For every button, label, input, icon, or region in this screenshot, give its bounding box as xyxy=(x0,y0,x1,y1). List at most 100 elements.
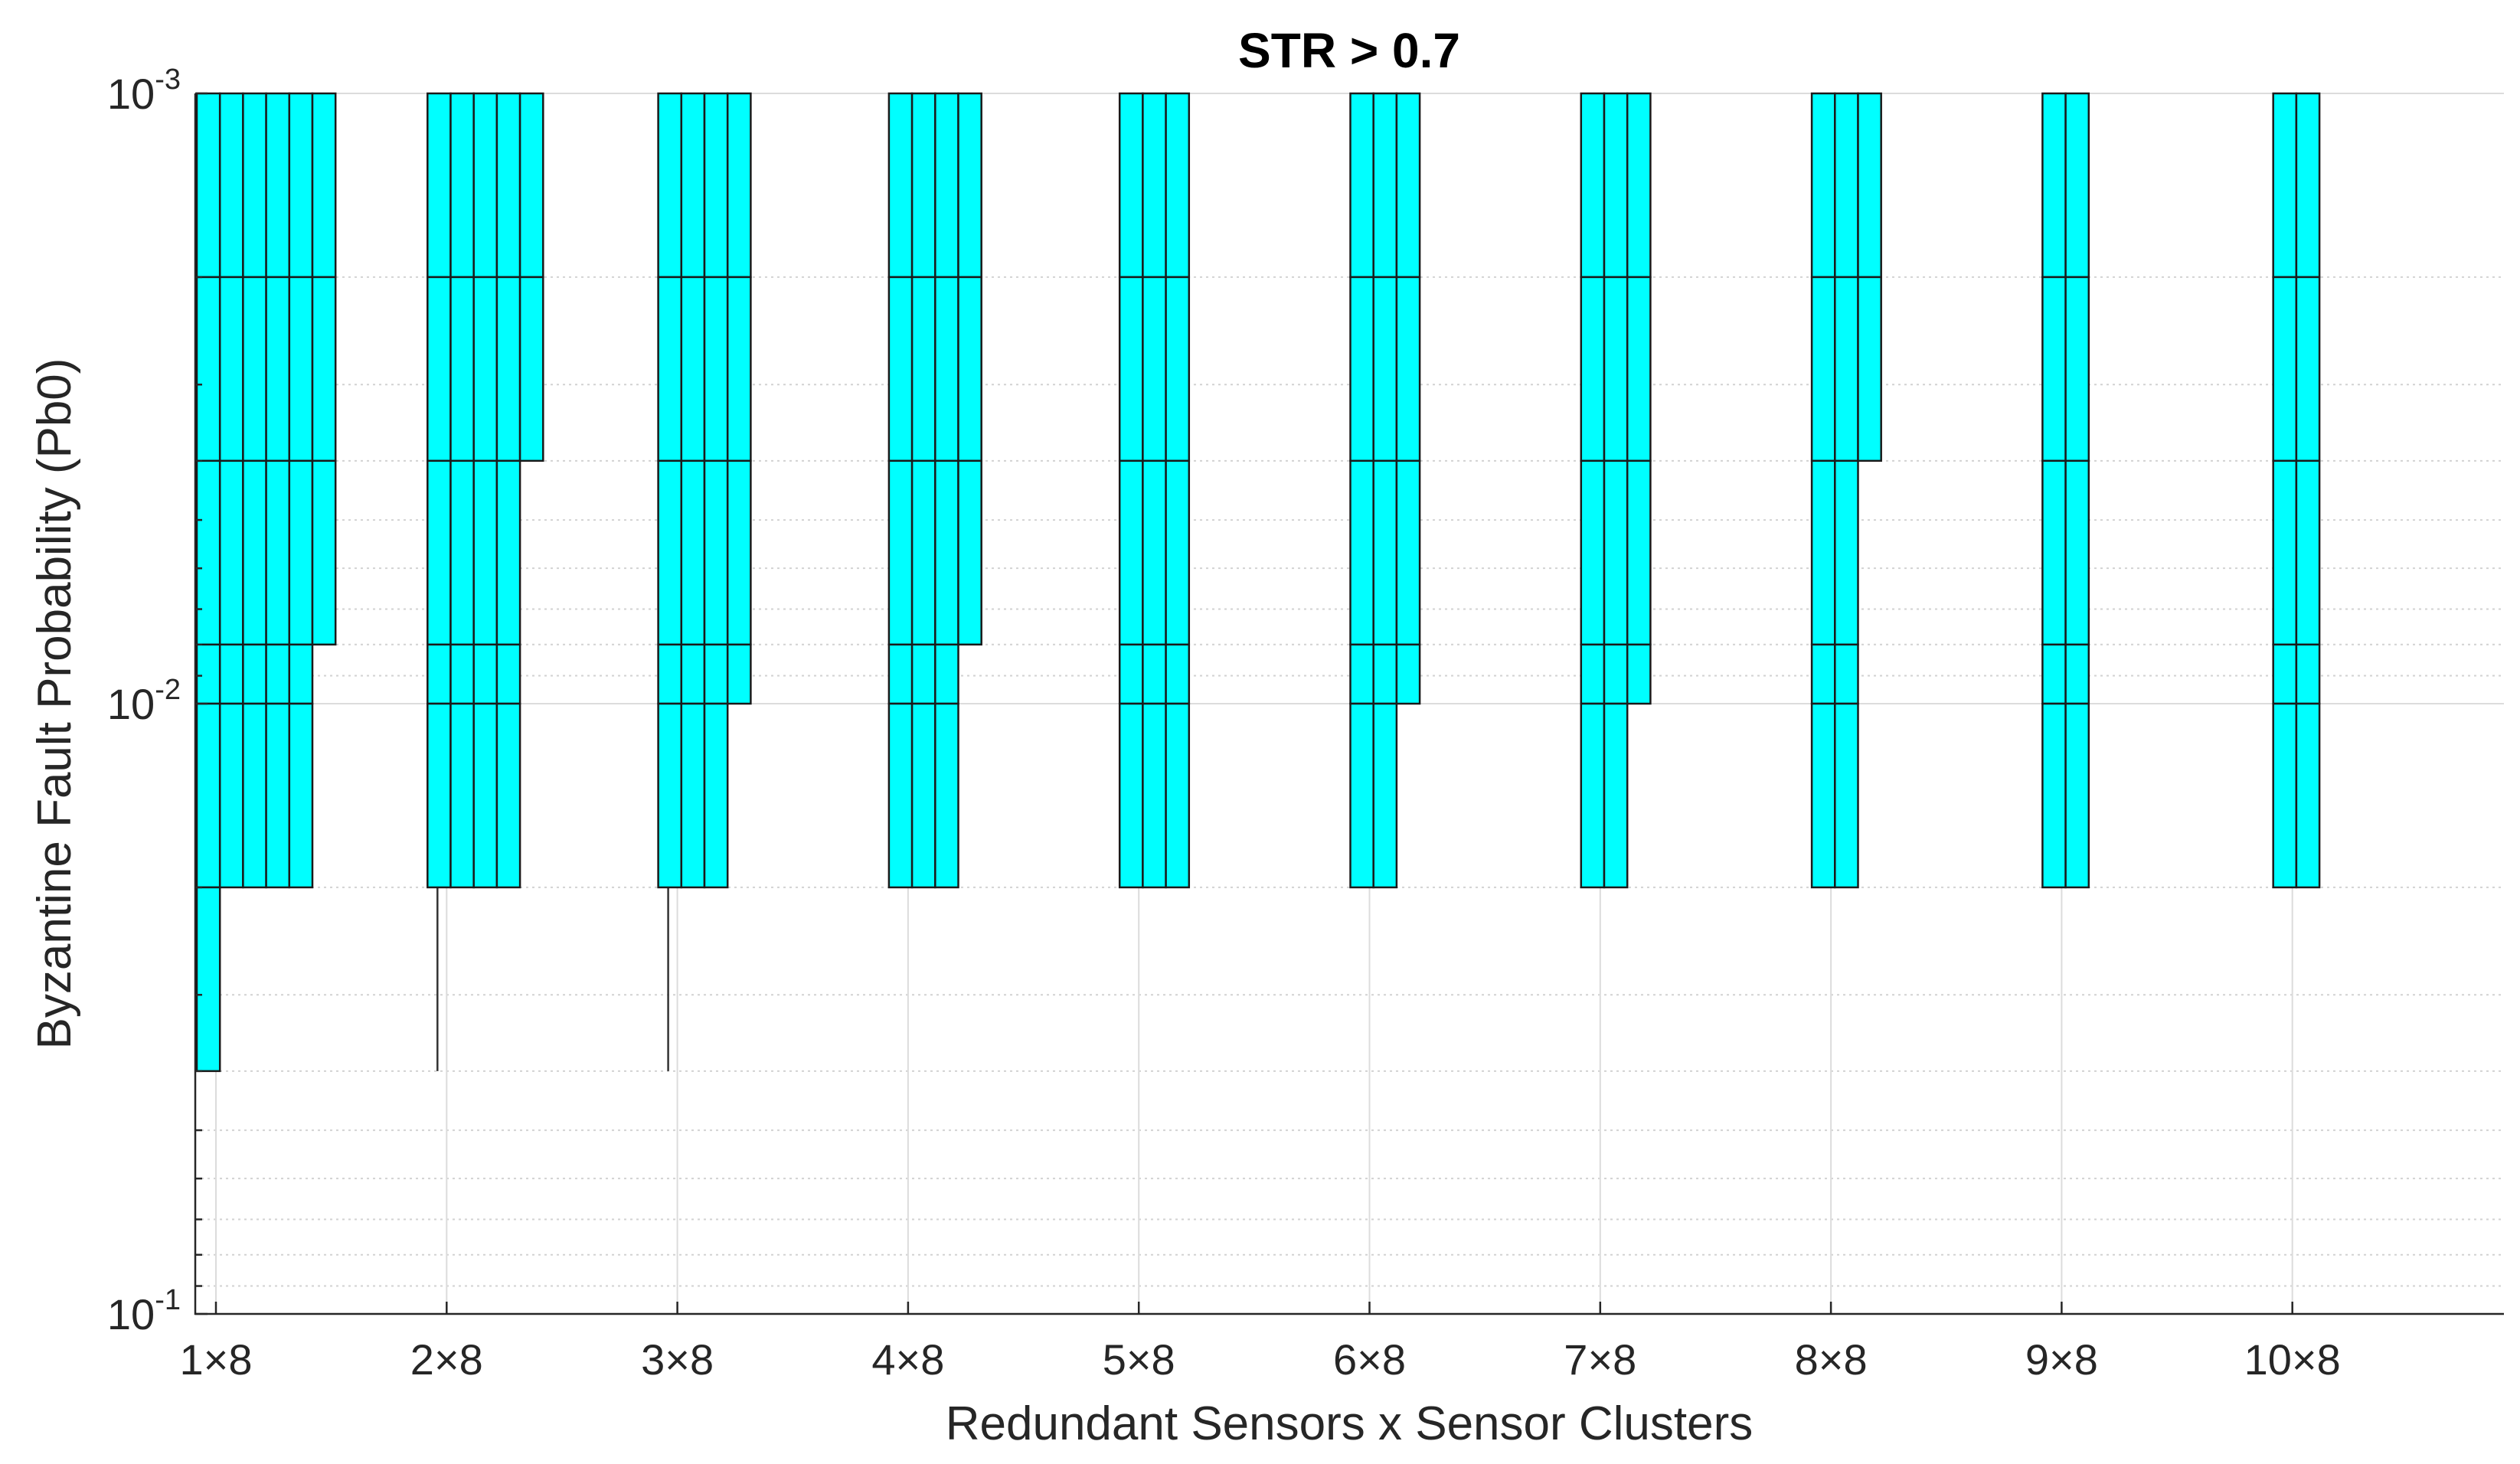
bar-cell xyxy=(1395,643,1421,705)
bar-cell xyxy=(657,276,683,462)
x-tick-label: 10×8 xyxy=(2244,1335,2341,1384)
bar-cell xyxy=(195,643,221,705)
bar-cell xyxy=(495,92,521,279)
ticks: 1×8 2×8 3×8 4×8 5×8 6×8 7×8 8×8 9×8 10×810-310-21… xyxy=(107,64,2341,1384)
bar-cell xyxy=(657,459,683,646)
bar-cell xyxy=(2064,702,2090,889)
bar-cell xyxy=(242,643,267,705)
bar-cell xyxy=(218,459,244,646)
bar-cell xyxy=(1165,276,1191,462)
bar-cell xyxy=(1349,459,1374,646)
chart-title: STR > 0.7 xyxy=(1238,23,1460,78)
bar-cell xyxy=(703,276,729,462)
bar-cell xyxy=(1857,92,1882,279)
bar-cell xyxy=(265,459,291,646)
bar-cell xyxy=(680,92,706,279)
bar-cell xyxy=(1372,702,1398,889)
bar-cell xyxy=(2272,276,2298,462)
bar-cell xyxy=(2272,92,2298,279)
bar-cell xyxy=(1165,643,1191,705)
bar-cell xyxy=(1603,702,1629,889)
bar-cell xyxy=(1165,459,1191,646)
bar-cell xyxy=(288,702,314,889)
x-axis-label: Redundant Sensors x Sensor Clusters xyxy=(946,1397,1754,1450)
bar-cell xyxy=(1372,92,1398,279)
bar-cell xyxy=(934,702,959,889)
bar-cell xyxy=(1580,643,1606,705)
x-tick-label: 3×8 xyxy=(641,1335,714,1384)
bar-cell xyxy=(1349,702,1374,889)
bar-cell xyxy=(703,702,729,889)
bar-cell xyxy=(427,276,452,462)
bar-cell xyxy=(495,276,521,462)
bar-cell xyxy=(472,276,498,462)
bar-cell xyxy=(288,459,314,646)
bar-cell xyxy=(1118,702,1144,889)
bar-cell xyxy=(887,643,914,705)
bar-cell xyxy=(2064,459,2090,646)
bar-cell xyxy=(1372,459,1398,646)
bar-cell xyxy=(1349,276,1374,462)
bar-cell xyxy=(2041,276,2067,462)
bar-cell xyxy=(265,92,291,279)
bar-cell xyxy=(910,92,936,279)
x-tick-label: 6×8 xyxy=(1333,1335,1406,1384)
y-tick-base: 10 xyxy=(107,1290,155,1338)
bar-cell xyxy=(1810,702,1836,889)
bar-cell xyxy=(1372,276,1398,462)
bar-cell xyxy=(427,459,452,646)
x-tick-label: 9×8 xyxy=(2025,1335,2098,1384)
bar-cell xyxy=(680,643,706,705)
bar-cell xyxy=(518,276,544,462)
bar-cell xyxy=(2041,643,2067,705)
x-tick-label: 8×8 xyxy=(1795,1335,1868,1384)
bar-cell xyxy=(495,643,521,705)
bar-cell xyxy=(1857,276,1882,462)
bar-cell xyxy=(495,702,521,889)
bar-cell xyxy=(2064,276,2090,462)
bar-cell xyxy=(1142,702,1167,889)
x-tick-label: 2×8 xyxy=(410,1335,483,1384)
bar-cell xyxy=(195,92,221,279)
bar-cell xyxy=(680,459,706,646)
bar-cell xyxy=(218,276,244,462)
bar-cell xyxy=(311,276,337,462)
y-tick-exponent: -1 xyxy=(155,1284,181,1316)
bar-cell xyxy=(195,459,221,646)
bar-cell xyxy=(2295,276,2321,462)
bar-cell xyxy=(449,702,475,889)
bar-cell xyxy=(726,643,752,705)
bar-cell xyxy=(1810,276,1836,462)
bar-cell xyxy=(1580,702,1606,889)
bar-cell xyxy=(887,92,914,279)
bar-cell xyxy=(934,459,959,646)
bar-cell xyxy=(1580,92,1606,279)
bar-cell xyxy=(703,459,729,646)
bars xyxy=(195,92,2321,1073)
bar-cell xyxy=(1810,92,1836,279)
bar-cell xyxy=(1603,643,1629,705)
bar-cell xyxy=(195,276,221,462)
bar-cell xyxy=(887,276,914,462)
bar-cell xyxy=(1372,643,1398,705)
bar-cell xyxy=(934,276,959,462)
bar-cell xyxy=(1165,92,1191,279)
bar-cell xyxy=(726,276,752,462)
bar-cell xyxy=(427,92,452,279)
bar-cell xyxy=(242,459,267,646)
bar-cell xyxy=(1810,459,1836,646)
bar-cell xyxy=(218,702,244,889)
bar-cell xyxy=(242,92,267,279)
bar-cell xyxy=(1603,459,1629,646)
y-tick-exponent: -3 xyxy=(155,64,181,96)
bar-cell xyxy=(2295,643,2321,705)
bar-cell xyxy=(1142,459,1167,646)
bar-cell xyxy=(910,643,936,705)
bar-cell xyxy=(957,276,982,462)
bar-cell xyxy=(242,276,267,462)
bar-cell xyxy=(195,702,221,889)
bar-cell xyxy=(218,92,244,279)
y-axis-label: Byzantine Fault Probability (Pb0) xyxy=(28,358,81,1050)
y-tick-label: 10-2 xyxy=(107,674,181,728)
bar-cell xyxy=(311,459,337,646)
